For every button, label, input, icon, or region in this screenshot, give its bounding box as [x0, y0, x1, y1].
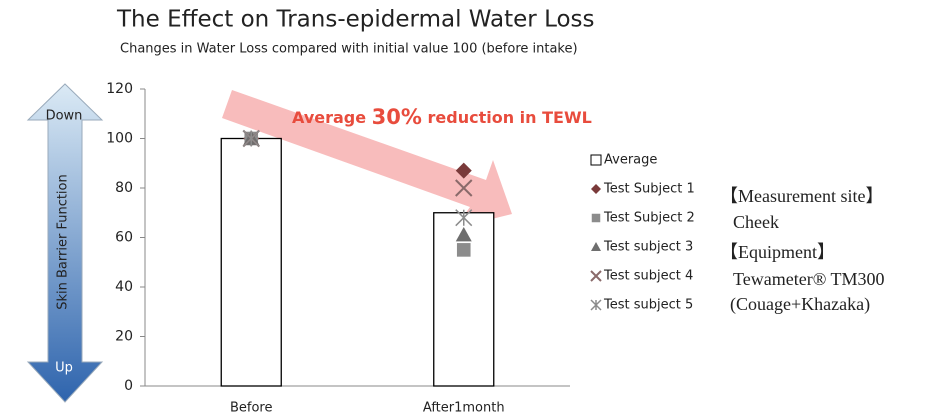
- x-tick-label: Before: [230, 401, 273, 416]
- legend-label: Test subject 3: [603, 240, 693, 255]
- marker-x: [590, 270, 602, 282]
- legend-label: Test Subject 2: [603, 211, 695, 226]
- x-tick-label: After1month: [423, 401, 505, 416]
- legend-label: Test subject 5: [603, 298, 693, 313]
- marker-square: [591, 213, 601, 223]
- legend-swatch: [590, 154, 602, 166]
- note: 【Equipment】: [720, 242, 835, 262]
- chart-subtitle: Changes in Water Loss compared with init…: [120, 42, 578, 57]
- y-tick-label: 0: [124, 378, 133, 394]
- marker-diamond: [455, 162, 472, 179]
- annotation-part: 30%: [372, 105, 422, 129]
- y-tick-label: 100: [106, 131, 133, 147]
- note: (Couage+Khazaka): [730, 294, 870, 315]
- side-arrow-bottom: Up: [55, 361, 73, 376]
- bar: [220, 137, 282, 387]
- side-arrow: [26, 83, 104, 403]
- legend-label: Test subject 4: [603, 269, 693, 284]
- y-tick-label: 80: [115, 180, 133, 196]
- legend-label: Test Subject 1: [603, 182, 695, 197]
- y-tick-label: 20: [115, 329, 133, 345]
- bar: [433, 212, 495, 387]
- annotation: Average 30% reduction in TEWL: [292, 105, 592, 129]
- chart-title: The Effect on Trans-epidermal Water Loss: [116, 7, 595, 33]
- note: 【Measurement site】: [720, 186, 883, 206]
- note: Tewameter® TM300: [733, 269, 885, 289]
- marker-x: [455, 179, 473, 197]
- side-arrow-label: Skin Barrier Function: [56, 174, 71, 310]
- annotation-part: reduction in TEWL: [422, 108, 592, 127]
- marker-triangle: [455, 227, 472, 242]
- trend-arrow: [222, 90, 512, 228]
- annotation-part: Average: [292, 108, 372, 127]
- side-arrow-top: Down: [46, 109, 83, 124]
- marker-diamond: [591, 184, 601, 194]
- y-tick-label: 60: [115, 230, 133, 246]
- marker-star: [590, 299, 602, 311]
- y-tick-label: 120: [106, 81, 133, 97]
- marker-star: [242, 129, 260, 148]
- legend-label: Average: [604, 153, 657, 168]
- note: Cheek: [733, 212, 779, 232]
- y-tick-label: 40: [115, 279, 133, 295]
- marker-star: [455, 209, 473, 227]
- marker-square: [456, 243, 471, 257]
- marker-triangle: [591, 242, 601, 251]
